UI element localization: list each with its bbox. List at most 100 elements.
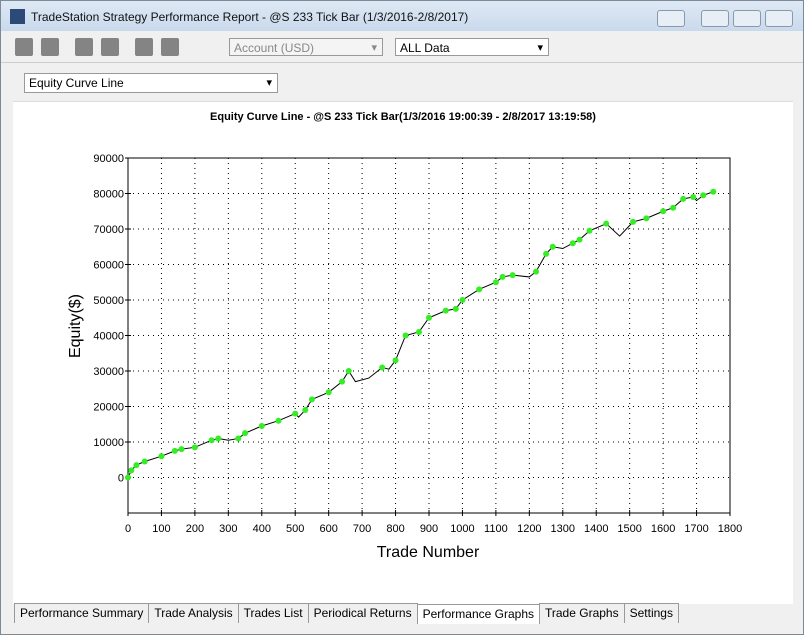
x-tick-label: 1200: [517, 523, 541, 535]
x-tick-label: 200: [186, 523, 204, 535]
chart-title: Equity Curve Line - @S 233 Tick Bar(1/3/…: [210, 111, 596, 123]
close-button[interactable]: [765, 10, 793, 27]
new-high-marker: [415, 328, 422, 335]
new-high-marker: [710, 188, 717, 195]
new-high-marker: [459, 297, 466, 303]
refresh-button[interactable]: [75, 38, 93, 56]
x-tick-label: 0: [125, 523, 131, 535]
tab[interactable]: Performance Summary: [14, 603, 150, 623]
new-high-marker: [690, 194, 697, 201]
new-high-marker: [125, 474, 131, 481]
data-range-combo[interactable]: ALL Data: [395, 38, 549, 57]
y-tick-label: 70000: [93, 224, 124, 236]
x-tick-label: 400: [253, 523, 271, 535]
new-high-marker: [402, 332, 409, 339]
y-axis-label: Equity($): [67, 294, 84, 358]
new-high-marker: [533, 268, 540, 275]
x-tick-label: 600: [319, 523, 337, 535]
x-tick-label: 900: [420, 523, 438, 535]
tab[interactable]: Trade Graphs: [539, 603, 625, 623]
x-tick-label: 1000: [450, 523, 474, 535]
new-high-marker: [586, 227, 593, 234]
app-icon: [10, 9, 25, 24]
x-tick-label: 1800: [718, 523, 742, 535]
new-high-marker: [576, 236, 583, 243]
font-smaller-button[interactable]: [135, 38, 153, 56]
new-high-marker: [643, 215, 650, 222]
tab[interactable]: Trades List: [237, 603, 309, 623]
title-bar: TradeStation Strategy Performance Report…: [1, 1, 803, 31]
new-high-marker: [603, 220, 610, 227]
new-high-marker: [339, 378, 346, 385]
new-high-marker: [426, 314, 432, 321]
tab[interactable]: Settings: [623, 603, 679, 623]
new-high-marker: [258, 423, 265, 430]
x-tick-label: 500: [286, 523, 304, 535]
y-tick-label: 80000: [93, 189, 124, 201]
minimize-button[interactable]: [701, 10, 729, 27]
new-high-marker: [158, 453, 165, 460]
new-high-marker: [308, 396, 315, 403]
tab[interactable]: Performance Graphs: [416, 604, 540, 624]
new-high-marker: [549, 243, 556, 250]
new-high-marker: [128, 467, 135, 474]
graph-select-combo[interactable]: Equity Curve Line: [24, 73, 278, 93]
y-tick-label: 10000: [93, 437, 124, 449]
new-high-marker: [235, 435, 242, 442]
font-larger-button[interactable]: [161, 38, 179, 56]
x-tick-label: 1500: [617, 523, 641, 535]
y-tick-label: 0: [118, 473, 124, 485]
toolbar: Account (USD) ALL Data: [1, 34, 803, 63]
chart: Equity Curve Line - @S 233 Tick Bar(1/3/…: [67, 111, 742, 561]
tab-bar: Performance Summary Trade Analysis Trades …: [14, 603, 679, 624]
new-high-marker: [476, 286, 483, 293]
new-high-marker: [191, 444, 198, 451]
new-high-marker: [302, 407, 309, 414]
new-high-marker: [700, 192, 707, 199]
x-tick-label: 1400: [584, 523, 608, 535]
new-high-marker: [680, 195, 687, 202]
new-high-marker: [670, 204, 677, 211]
tab[interactable]: Periodical Returns: [307, 603, 418, 623]
new-high-marker: [292, 410, 299, 417]
account-combo[interactable]: Account (USD): [229, 38, 383, 57]
new-high-marker: [509, 272, 516, 279]
x-axis-label: Trade Number: [377, 544, 480, 561]
y-tick-label: 20000: [93, 402, 124, 414]
new-high-marker: [379, 364, 386, 371]
y-tick-label: 50000: [93, 295, 124, 307]
restore-button[interactable]: [657, 10, 685, 27]
x-tick-label: 1600: [651, 523, 675, 535]
x-tick-label: 100: [152, 523, 170, 535]
x-tick-label: 700: [353, 523, 371, 535]
new-high-marker: [630, 218, 637, 225]
new-high-marker: [543, 250, 550, 257]
window-title: TradeStation Strategy Performance Report…: [31, 10, 469, 24]
new-high-marker: [242, 430, 249, 437]
x-tick-label: 1700: [684, 523, 708, 535]
tab[interactable]: Trade Analysis: [148, 603, 239, 623]
new-high-marker: [325, 389, 332, 396]
new-high-marker: [492, 279, 499, 286]
x-tick-label: 800: [386, 523, 404, 535]
x-tick-label: 1100: [484, 523, 508, 535]
new-high-marker: [569, 240, 576, 247]
print-button[interactable]: [41, 38, 59, 56]
new-high-marker: [133, 462, 140, 469]
y-tick-label: 90000: [93, 153, 124, 165]
settings-button[interactable]: [101, 38, 119, 56]
x-tick-label: 1300: [551, 523, 575, 535]
maximize-button[interactable]: [733, 10, 761, 27]
new-high-marker: [345, 368, 352, 374]
new-high-marker: [660, 208, 667, 215]
new-high-marker: [141, 458, 148, 465]
new-high-marker: [275, 417, 282, 424]
y-tick-label: 30000: [93, 366, 124, 378]
x-tick-label: 300: [219, 523, 237, 535]
new-high-marker: [215, 435, 222, 442]
save-button[interactable]: [15, 38, 33, 56]
new-high-marker: [442, 307, 449, 314]
y-tick-label: 40000: [93, 331, 124, 343]
new-high-marker: [499, 273, 506, 280]
